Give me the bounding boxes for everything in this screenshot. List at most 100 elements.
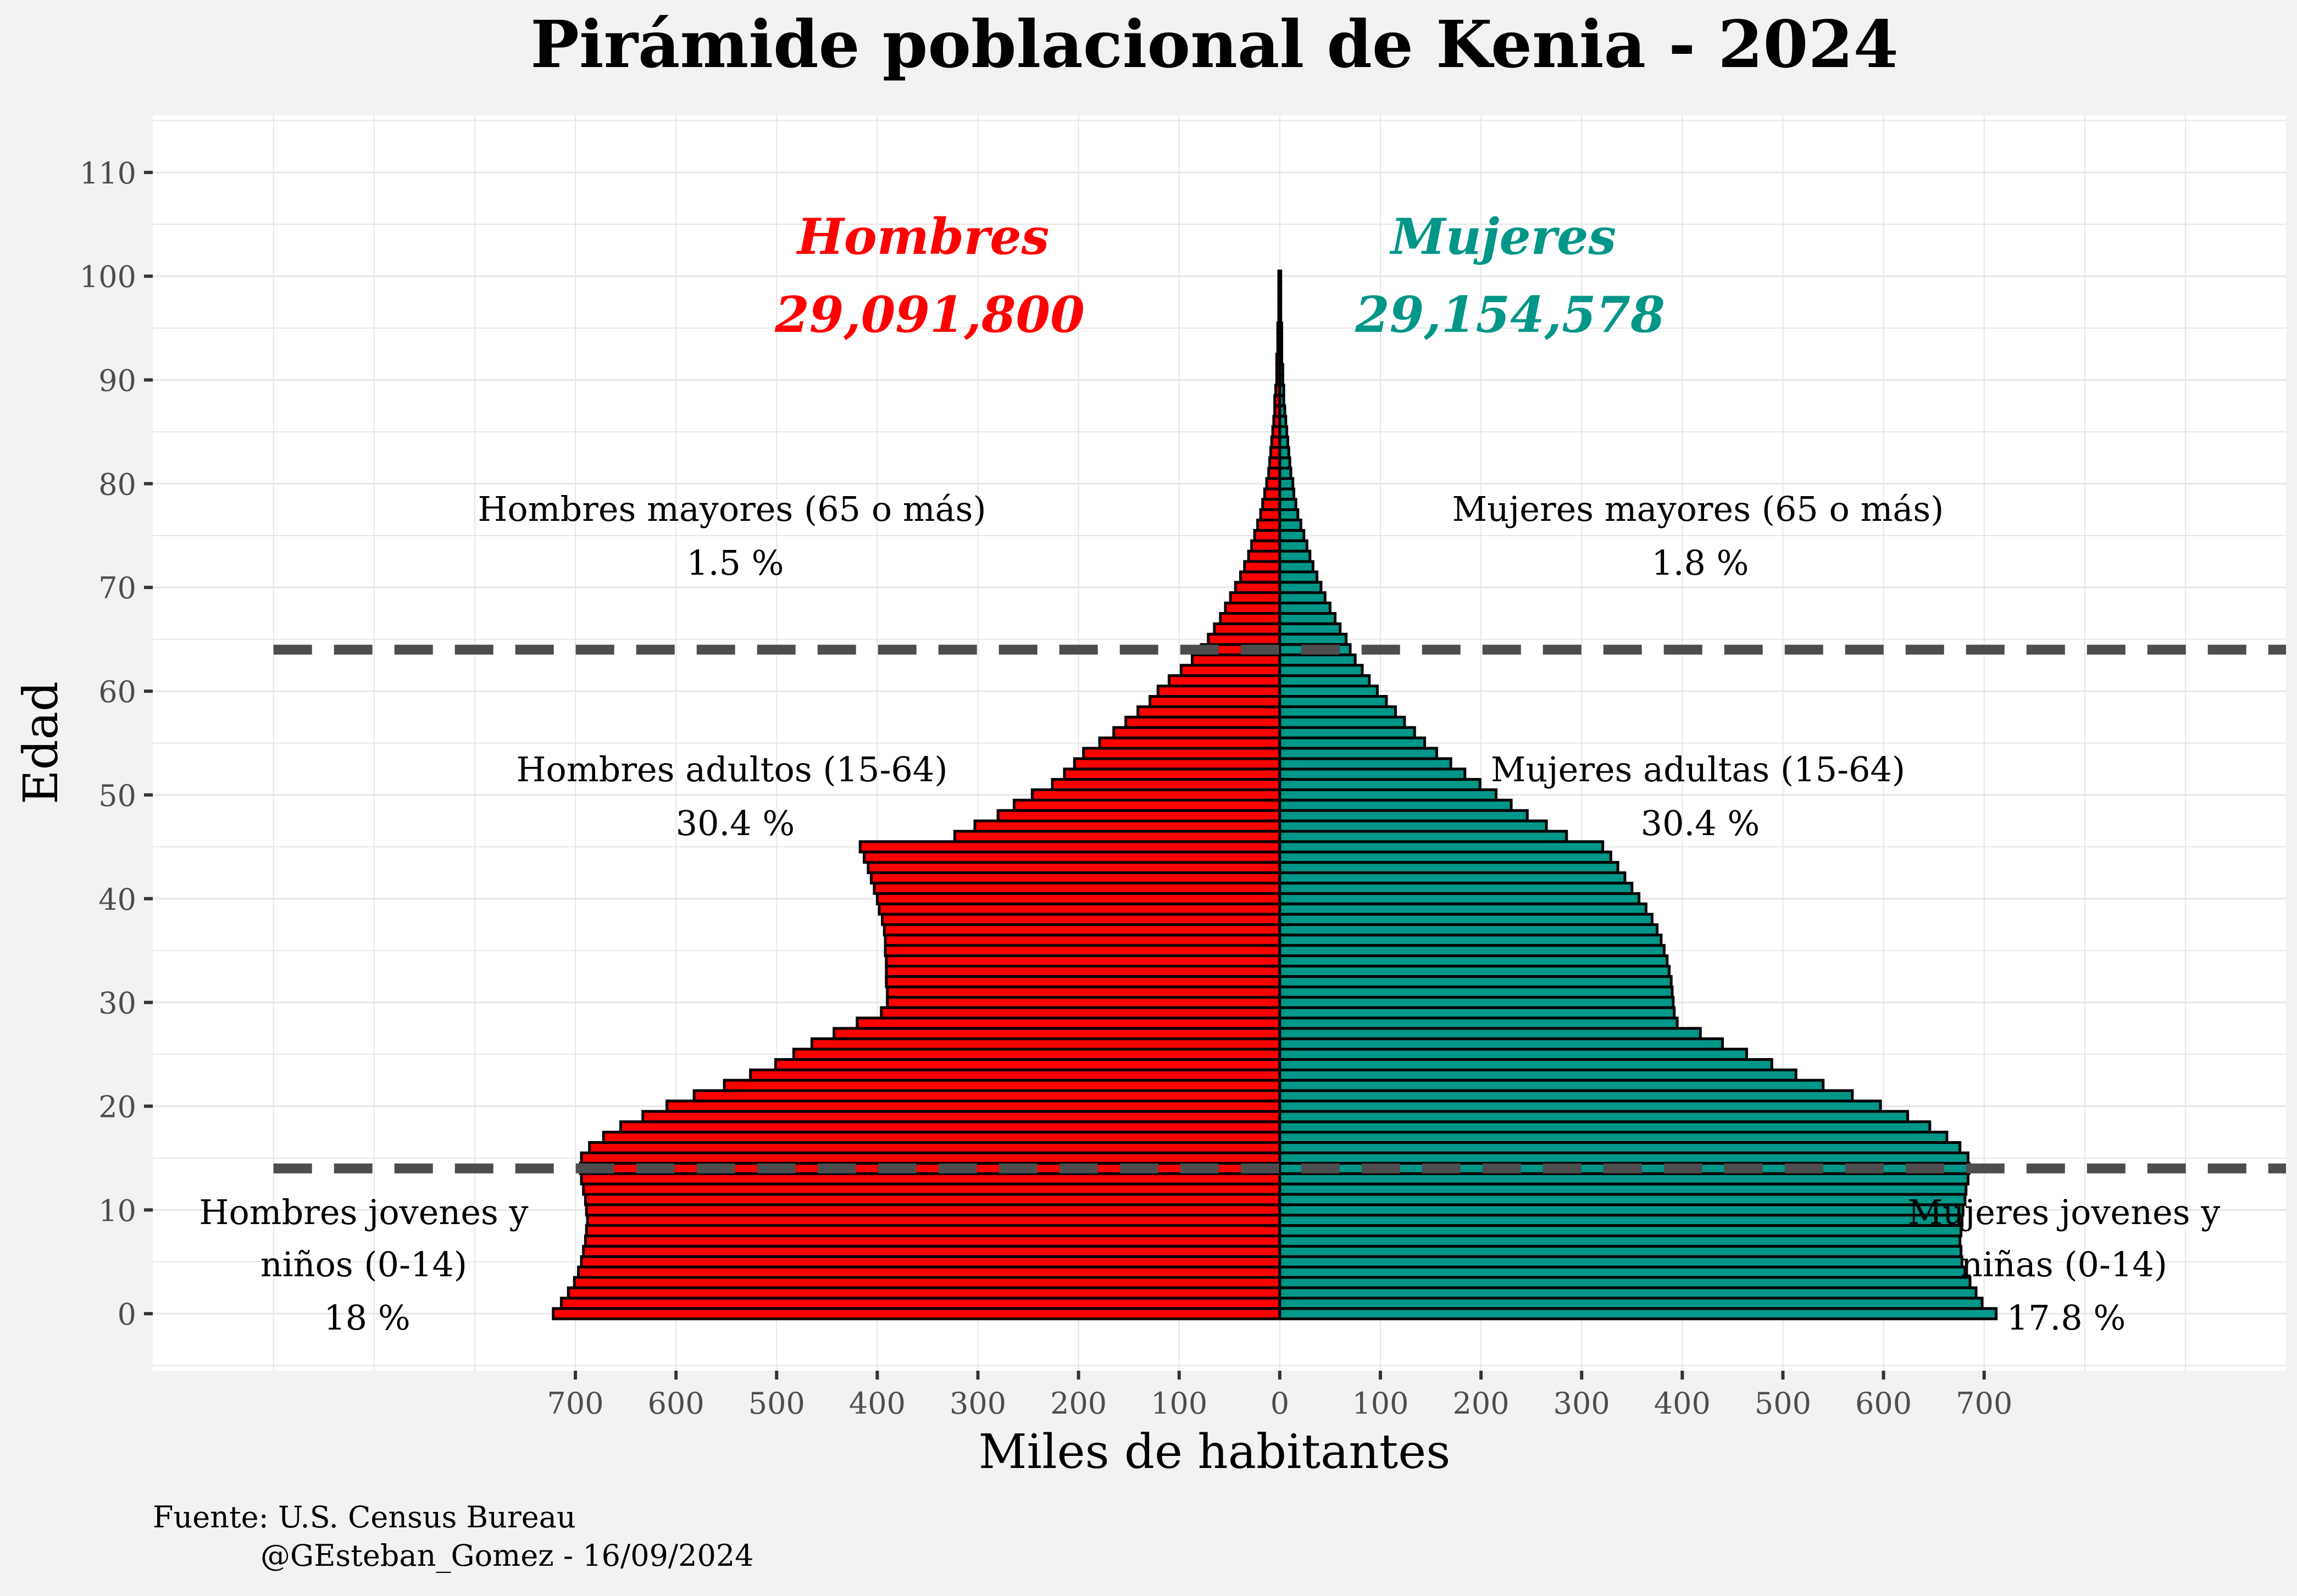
bar-male <box>1073 757 1281 771</box>
bar-male <box>582 1244 1281 1258</box>
bar-male <box>884 933 1281 947</box>
bar-female <box>1278 1089 1854 1103</box>
bar-female <box>1278 674 1371 688</box>
bar-female <box>1278 1265 1967 1279</box>
bar-male <box>567 1286 1281 1300</box>
bar-female <box>1278 1110 1909 1124</box>
bar-female <box>1278 902 1647 916</box>
bar-male <box>1191 653 1281 667</box>
y-tick-label: 50 <box>98 778 136 813</box>
bar-female <box>1278 1037 1724 1051</box>
bar-female <box>1278 1048 1749 1061</box>
bar-female <box>1278 819 1548 833</box>
bar-male <box>1247 549 1281 563</box>
bar-female <box>1278 456 1291 470</box>
bar-male <box>881 913 1281 926</box>
x-tick-label: 600 <box>1855 1386 1912 1421</box>
y-axis-title: Edad <box>14 681 69 804</box>
male-old-pct: 1.5 % <box>686 543 784 583</box>
bar-female <box>1278 518 1302 532</box>
bar-male <box>1239 570 1281 584</box>
female-young-label-2: niñas (0-14) <box>1961 1244 2167 1284</box>
bar-female <box>1278 363 1284 376</box>
bar-female <box>1278 352 1284 366</box>
bar-male <box>1063 768 1281 781</box>
bar-female <box>1278 1276 1972 1289</box>
female-old-pct: 1.8 % <box>1651 543 1749 583</box>
bar-male <box>585 1203 1281 1217</box>
bar-female <box>1278 996 1675 1009</box>
male-young-label-1: Hombres jovenes y <box>199 1192 528 1232</box>
bar-male <box>875 892 1281 905</box>
bar-female <box>1278 539 1308 553</box>
caption-author: @GEsteban_Gomez - 16/09/2024 <box>260 1538 754 1573</box>
bar-female <box>1278 301 1283 314</box>
bar-male <box>885 975 1281 988</box>
bar-female <box>1278 1058 1773 1071</box>
bar-female <box>1278 695 1388 708</box>
female-adult-pct: 30.4 % <box>1641 803 1760 843</box>
x-tick-label: 100 <box>1352 1386 1408 1421</box>
y-tick-label: 100 <box>80 260 136 294</box>
bar-female <box>1278 736 1427 750</box>
bar-male <box>856 1016 1281 1030</box>
bar-female <box>1278 1182 1968 1196</box>
bar-female <box>1278 1255 1963 1269</box>
bar-male <box>584 1234 1281 1248</box>
x-tick-label: 300 <box>1553 1386 1610 1421</box>
bar-female <box>1278 529 1306 542</box>
male-adult-label: Hombres adultos (15-64) <box>516 749 947 789</box>
bar-female <box>1278 923 1659 937</box>
bar-female <box>1278 757 1452 771</box>
y-tick-label: 70 <box>98 571 136 605</box>
bar-female <box>1278 1027 1702 1041</box>
bar-female <box>1278 881 1634 895</box>
bar-female <box>1278 798 1513 812</box>
x-tick-label: 600 <box>648 1386 704 1421</box>
bar-female <box>1278 913 1654 926</box>
x-tick-label: 400 <box>1654 1386 1711 1421</box>
bar-female <box>1278 404 1286 418</box>
bar-female <box>1278 1234 1962 1248</box>
female-total: 29,154,578 <box>1355 286 1665 344</box>
bar-female <box>1278 1120 1932 1134</box>
bar-female <box>1278 768 1467 781</box>
bar-male <box>1082 747 1281 760</box>
bar-male <box>873 881 1281 895</box>
bar-female <box>1278 632 1348 646</box>
bar-male <box>1250 539 1281 553</box>
bar-male <box>1124 715 1281 729</box>
bar-male <box>833 1027 1281 1041</box>
bar-male <box>878 902 1281 916</box>
bar-female <box>1278 602 1331 615</box>
female-young-pct: 17.8 % <box>2007 1298 2126 1338</box>
bar-female <box>1278 508 1300 521</box>
bar-male <box>1265 477 1281 491</box>
y-tick-label: 0 <box>118 1297 136 1332</box>
bar-male <box>588 1141 1281 1154</box>
bar-male <box>723 1078 1281 1092</box>
x-tick-label: 700 <box>1956 1386 2012 1421</box>
male-total: 29,091,800 <box>774 286 1085 344</box>
bar-female <box>1278 290 1283 304</box>
bar-male <box>573 1276 1281 1289</box>
male-adult-pct: 30.4 % <box>676 803 795 843</box>
bar-female <box>1278 425 1289 438</box>
bar-female <box>1278 965 1671 978</box>
reference-lines <box>273 644 2286 1174</box>
bar-female <box>1278 747 1439 760</box>
male-title: Hombres <box>796 208 1050 266</box>
bar-female <box>1278 487 1296 501</box>
bar-female <box>1278 446 1290 459</box>
bar-male <box>953 830 1281 843</box>
bar-male <box>886 985 1281 999</box>
bar-female <box>1278 311 1283 325</box>
y-tick-label: 60 <box>98 675 136 709</box>
y-tick-label: 110 <box>80 156 136 191</box>
y-tick-label: 40 <box>98 882 136 917</box>
female-adult-label: Mujeres adultas (15-64) <box>1491 749 1905 789</box>
bar-female <box>1278 871 1627 885</box>
bar-male <box>880 1006 1281 1020</box>
bar-male <box>582 1182 1281 1196</box>
bar-female <box>1278 332 1284 345</box>
